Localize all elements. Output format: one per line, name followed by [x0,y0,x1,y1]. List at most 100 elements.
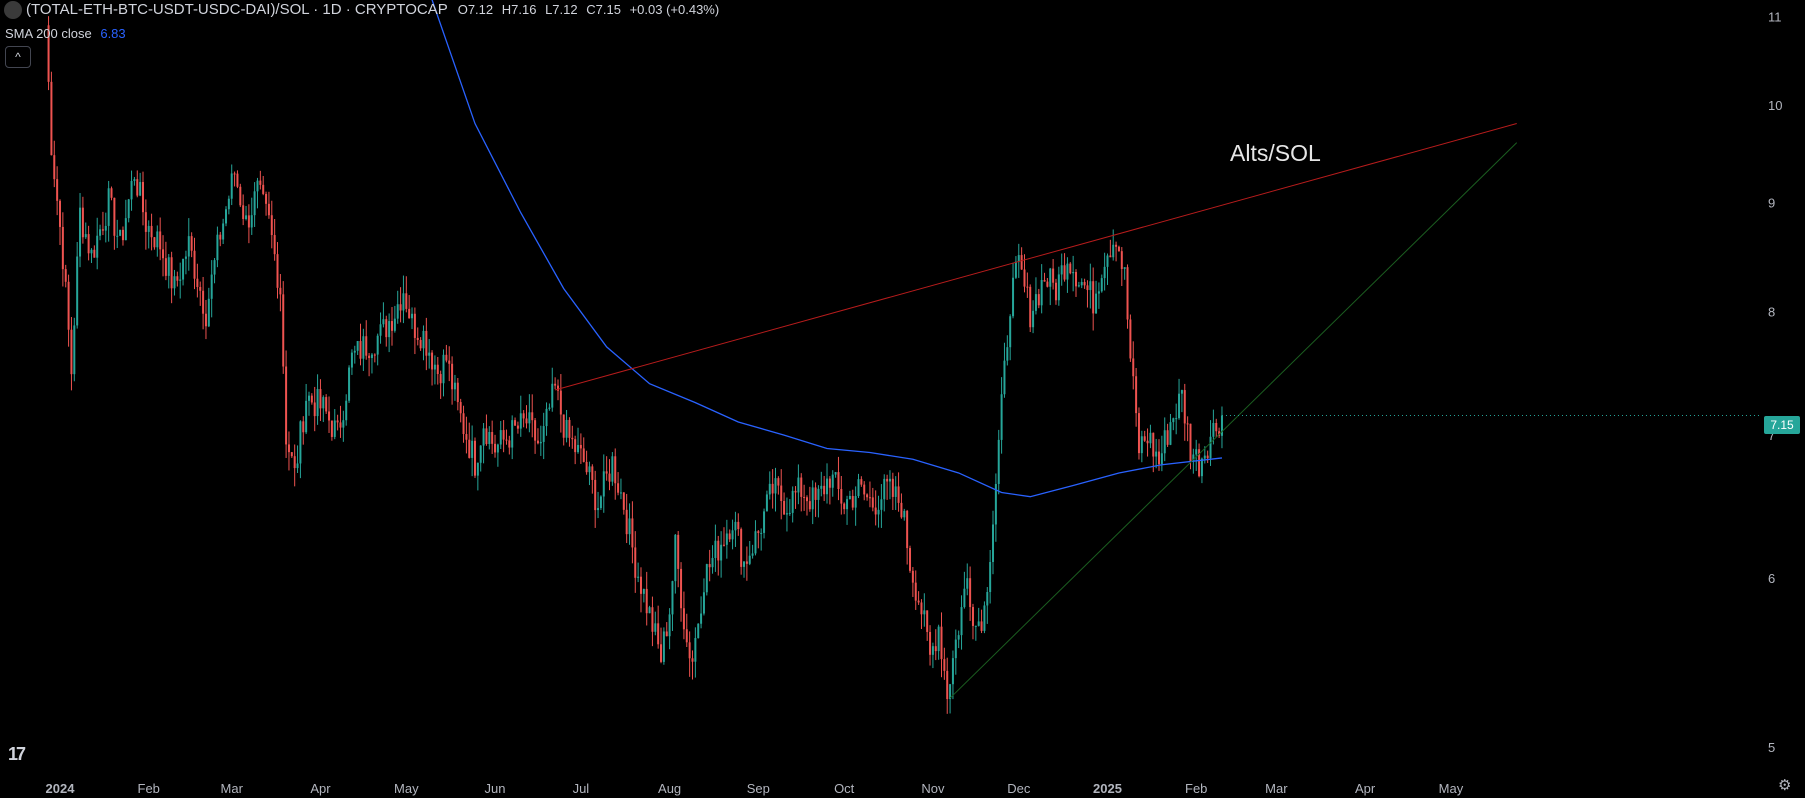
candle-body [680,568,683,609]
candle-body [785,513,788,515]
candle-body [193,250,196,279]
candle-down [59,199,61,246]
candle-body [871,497,874,508]
candle-down [150,213,153,251]
candle-up [316,374,319,425]
candle-up [1049,267,1052,306]
gear-icon[interactable]: ⚙ [1778,777,1792,794]
candle-body [745,561,748,564]
candle-body [748,555,751,564]
candle-up [1080,278,1083,289]
candle-down [1158,439,1161,471]
candle-up [1003,342,1006,398]
candle-down [176,271,179,287]
candle-up [994,473,997,542]
candle-body [99,229,102,236]
candle-down [451,356,454,405]
candle-body [708,564,711,568]
candle-body [791,490,794,513]
candle-body [954,639,957,659]
sma-200-line [431,0,1223,498]
candle-up [662,627,665,665]
candle-body [1137,413,1140,454]
candle-body [93,249,96,258]
candle-down [608,459,611,491]
candle-body [399,304,402,311]
candle-body [141,182,144,213]
candle-body [482,428,485,446]
candle-down [202,276,205,330]
candle-body [1143,436,1146,441]
candle-body [124,218,127,241]
candle-up [496,443,499,467]
candle-body [614,456,617,484]
candle-down [860,476,863,487]
tradingview-logo[interactable]: 17 [8,744,26,764]
candle-down [53,140,56,188]
candle-up [785,497,788,532]
candle-body [1109,255,1112,258]
candle-up [774,467,777,512]
candle-up [345,394,348,426]
candle-body [250,215,253,228]
candle-body [611,456,614,482]
candle-body [1155,451,1158,457]
sma-legend[interactable]: SMA 200 close 6.83 [5,25,126,43]
candle-up [648,605,651,614]
candle-body [84,234,87,238]
candle-body [227,198,230,210]
time-tick-label: 2025 [1093,781,1122,796]
candle-up [79,193,82,268]
candle-up [1155,438,1158,469]
candle-body [665,631,668,637]
candle-down [1218,427,1221,438]
candle-body [224,209,227,224]
candle-up [1212,409,1215,445]
candle-down [1126,264,1129,329]
time-tick-label: Mar [1265,781,1288,796]
candle-body [1149,432,1152,444]
candle-up [602,454,605,513]
candle-down [413,307,416,355]
candle-down [267,191,270,219]
candle-body [519,413,522,429]
candle-body [768,483,771,495]
candle-down [617,472,620,496]
candle-up [551,367,554,412]
time-tick-label: Feb [1185,781,1207,796]
candle-up [1140,430,1143,463]
time-tick-label: May [394,781,419,796]
candle-down [660,627,663,664]
candle-body [803,496,806,498]
candle-body [571,437,574,440]
candle-up [250,197,253,235]
chart-annotation[interactable]: Alts/SOL [1230,140,1321,166]
candle-body [67,281,70,330]
price-axis: 5 6 7 8 9 10 11 [1768,10,1782,755]
candle-body [1034,294,1037,311]
candle-body [622,492,625,510]
candle-body [451,363,454,390]
candle-body [711,557,714,568]
candle-body [1183,390,1186,424]
candle-down [1183,383,1186,441]
candle-body [1063,265,1066,280]
candle-down [740,527,743,575]
candle-body [1075,272,1078,287]
candle-up [179,262,182,299]
symbol-title[interactable]: (TOTAL-ETH-BTC-USDT-USDC-DAI)/SOL · 1D ·… [26,1,448,18]
candle-down [1054,278,1057,305]
candle-body [685,629,688,643]
candle-body [1169,422,1172,445]
change-value: +0.03 (+0.43%) [629,2,720,17]
candle-body [1106,255,1109,267]
candle-body [943,659,946,671]
collapse-legend-button[interactable]: ^ [5,46,31,68]
candle-body [989,561,992,593]
price-tick-label: 5 [1768,740,1775,755]
candle-body [216,234,219,261]
candle-body [608,473,611,482]
candle-body [219,234,222,240]
candle-body [986,592,989,606]
